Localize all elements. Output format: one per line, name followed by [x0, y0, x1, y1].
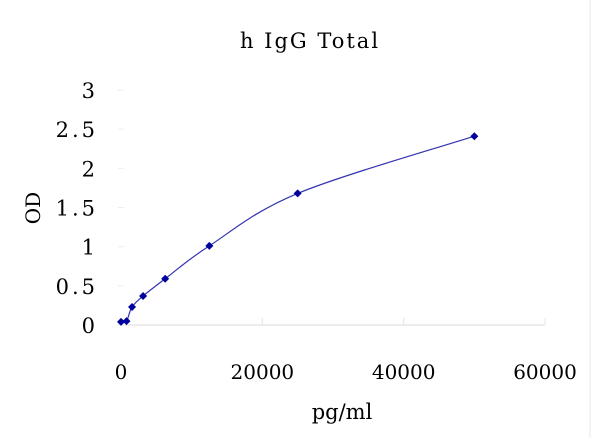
x-axis-label: pg/ml	[312, 400, 373, 424]
x-tick-label: 40000	[372, 360, 436, 384]
data-point-marker	[122, 317, 131, 326]
data-point-marker	[293, 189, 302, 198]
y-tick-label: 0.5	[56, 275, 98, 299]
y-tick-label: 2.5	[56, 118, 98, 142]
x-tick-label: 0	[115, 360, 128, 384]
y-tick-label: 3	[82, 79, 98, 103]
x-tick-label: 20000	[231, 360, 295, 384]
y-axis-label: OD	[21, 192, 45, 224]
x-tick-label: 60000	[513, 360, 577, 384]
data-point-marker	[117, 317, 125, 326]
series-line	[120, 135, 475, 323]
data-point-marker	[128, 302, 137, 311]
y-tick-label: 0	[82, 314, 98, 338]
y-tick-label: 1	[82, 236, 98, 260]
y-tick-label: 1.5	[56, 197, 98, 221]
data-point-marker	[470, 132, 479, 141]
data-point-marker	[161, 274, 170, 283]
chart-title: h IgG Total	[240, 29, 380, 53]
data-point-marker	[205, 241, 214, 250]
y-tick-label: 2	[82, 157, 98, 181]
data-point-marker	[139, 292, 148, 301]
